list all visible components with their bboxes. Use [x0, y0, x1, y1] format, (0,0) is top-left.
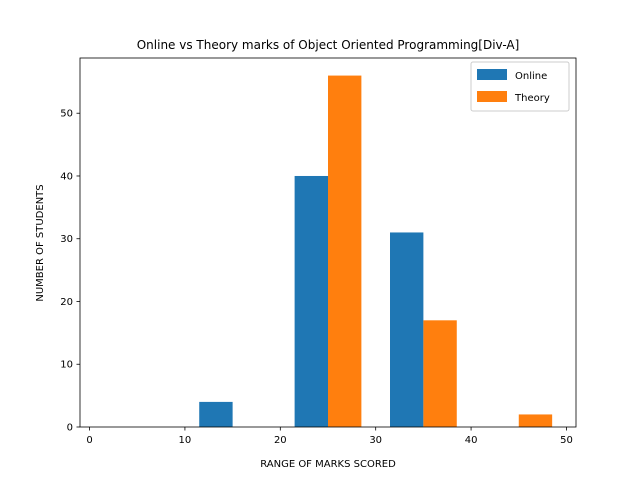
y-tick-label: 30 [60, 234, 73, 245]
legend-label-theory: Theory [514, 93, 550, 104]
bar-online-0 [199, 401, 233, 427]
x-axis-label: RANGE OF MARKS SCORED [260, 459, 396, 470]
y-axis-label: NUMBER OF STUDENTS [35, 184, 46, 301]
legend-label-online: Online [515, 71, 547, 82]
legend: Online Theory [470, 61, 570, 112]
x-tick-label: 30 [369, 435, 382, 446]
bar-theory-2 [518, 414, 553, 427]
legend-swatch-theory [477, 91, 507, 102]
axes-frame [79, 57, 577, 428]
ticks-layer: 0 10 20 30 40 50 0 10 20 30 40 50 [60, 109, 573, 446]
x-tick-label: 0 [86, 435, 92, 446]
x-tick-label: 40 [465, 435, 478, 446]
x-tick-label: 10 [179, 435, 192, 446]
bars-layer [199, 75, 553, 428]
chart-title: Online vs Theory marks of Object Oriente… [137, 38, 520, 52]
legend-swatch-online [477, 69, 507, 80]
bar-online-1 [294, 175, 328, 427]
bar-theory-0 [328, 75, 362, 428]
y-tick-label: 0 [67, 423, 73, 434]
y-tick-label: 50 [60, 109, 73, 120]
x-tick-label: 20 [274, 435, 287, 446]
y-tick-label: 10 [60, 360, 73, 371]
y-tick-label: 20 [60, 297, 73, 308]
bar-theory-1 [423, 320, 457, 427]
bar-online-2 [390, 232, 424, 427]
x-tick-label: 50 [560, 435, 573, 446]
y-tick-label: 40 [60, 171, 73, 182]
